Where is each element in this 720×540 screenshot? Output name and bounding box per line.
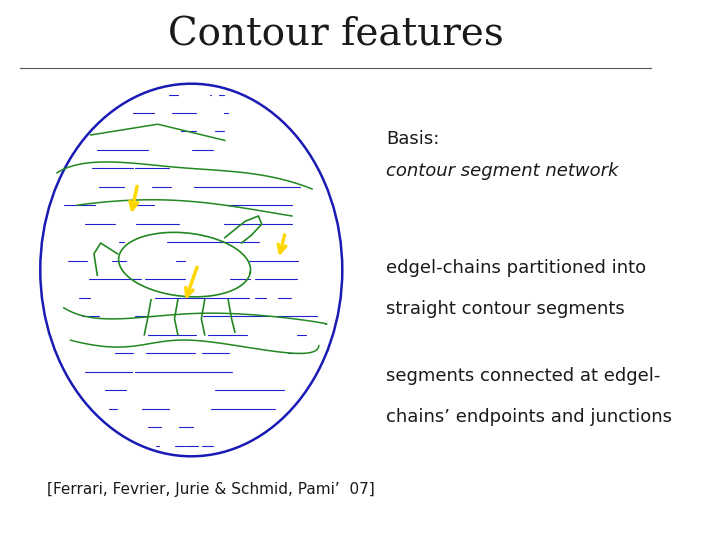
Text: segments connected at edgel-: segments connected at edgel- xyxy=(386,367,660,385)
Text: edgel-chains partitioned into: edgel-chains partitioned into xyxy=(386,259,646,277)
Text: Contour features: Contour features xyxy=(168,17,503,53)
Text: straight contour segments: straight contour segments xyxy=(386,300,625,318)
Text: chains’ endpoints and junctions: chains’ endpoints and junctions xyxy=(386,408,672,426)
Text: [Ferrari, Fevrier, Jurie & Schmid, Pami’  07]: [Ferrari, Fevrier, Jurie & Schmid, Pami’… xyxy=(47,482,374,497)
Text: Basis:: Basis: xyxy=(386,130,439,147)
Ellipse shape xyxy=(40,84,342,456)
Text: contour segment network: contour segment network xyxy=(386,162,618,180)
